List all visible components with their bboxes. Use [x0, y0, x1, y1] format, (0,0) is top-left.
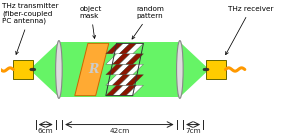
Polygon shape [112, 85, 130, 96]
FancyBboxPatch shape [206, 60, 226, 79]
Polygon shape [119, 64, 137, 75]
Text: 7cm: 7cm [185, 128, 201, 134]
Polygon shape [126, 43, 143, 54]
Polygon shape [112, 75, 130, 85]
Polygon shape [106, 75, 123, 85]
Text: 42cm: 42cm [109, 128, 130, 134]
Polygon shape [59, 42, 180, 97]
Polygon shape [106, 64, 123, 75]
Polygon shape [126, 75, 143, 85]
Polygon shape [75, 43, 109, 96]
Polygon shape [106, 85, 123, 96]
FancyBboxPatch shape [13, 60, 33, 79]
Text: object
mask: object mask [80, 6, 102, 38]
Text: random
pattern: random pattern [132, 6, 164, 39]
Ellipse shape [177, 41, 183, 98]
Ellipse shape [56, 41, 62, 98]
Polygon shape [126, 54, 143, 64]
Polygon shape [106, 54, 123, 64]
Text: THz receiver: THz receiver [226, 6, 273, 55]
Circle shape [203, 68, 209, 71]
Polygon shape [119, 43, 137, 54]
Text: THz transmitter
(fiber-coupled
PC antenna): THz transmitter (fiber-coupled PC antenn… [2, 3, 59, 54]
Polygon shape [119, 54, 137, 64]
Polygon shape [126, 64, 143, 75]
Polygon shape [106, 43, 123, 54]
Polygon shape [119, 85, 137, 96]
Polygon shape [180, 42, 206, 97]
Polygon shape [119, 75, 137, 85]
Polygon shape [33, 42, 59, 97]
Polygon shape [112, 43, 130, 54]
Polygon shape [112, 54, 130, 64]
Circle shape [30, 68, 36, 71]
Polygon shape [126, 85, 143, 96]
Text: R: R [88, 63, 98, 76]
Text: 6cm: 6cm [38, 128, 53, 134]
Polygon shape [112, 64, 130, 75]
